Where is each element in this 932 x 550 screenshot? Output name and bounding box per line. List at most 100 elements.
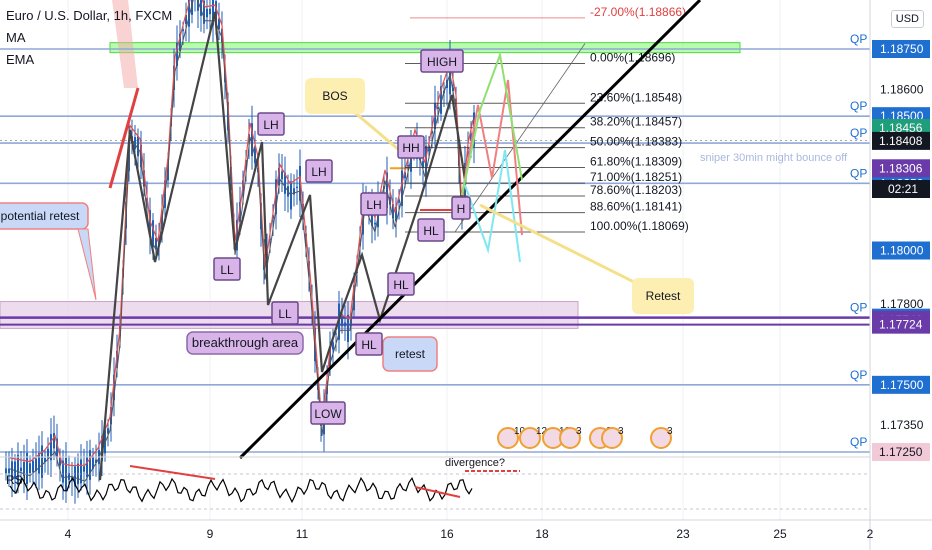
candle-48 xyxy=(47,437,49,475)
candle-body xyxy=(203,0,205,24)
candle-291 xyxy=(290,173,292,219)
event-count: 3 xyxy=(576,426,582,437)
qp-label-3: QP xyxy=(850,166,867,180)
ema-legend[interactable]: EMA xyxy=(6,52,35,67)
candle-body xyxy=(296,186,298,188)
projection-cyan xyxy=(464,149,521,263)
candle-body xyxy=(5,468,7,474)
structure-label-box xyxy=(305,159,333,183)
candle-body xyxy=(332,342,334,350)
candle-body xyxy=(440,86,442,114)
candle-30 xyxy=(29,455,31,483)
structure-label-8: HL xyxy=(417,218,445,242)
candles xyxy=(5,0,475,504)
candle-45 xyxy=(44,449,46,473)
structure-zigzag xyxy=(98,11,467,481)
retest-callout-box xyxy=(632,278,694,314)
candle-393 xyxy=(392,189,394,230)
candle-body xyxy=(53,433,55,449)
tick-box-4 xyxy=(872,241,930,260)
structure-label-text: LL xyxy=(278,307,292,321)
candle-body xyxy=(107,428,109,434)
price-marker-2: 02:21 xyxy=(888,182,918,196)
candle-body xyxy=(236,219,238,251)
candle-body xyxy=(200,0,202,16)
y-tick-7: 1.17500 xyxy=(880,378,924,392)
candle-body xyxy=(92,457,94,469)
event-5: 3 xyxy=(601,426,624,449)
structure-label-box xyxy=(387,272,415,296)
x-tick-5: 23 xyxy=(676,527,690,541)
event-flag-icon xyxy=(601,427,623,449)
candle-body xyxy=(335,333,337,335)
retest-callout-text: Retest xyxy=(646,289,681,303)
economic-events: 1012103233 xyxy=(497,426,673,449)
x-tick-7: 2 xyxy=(867,527,874,541)
candle-body xyxy=(269,238,271,240)
fib-label-3: 38.20%(1.18457) xyxy=(590,115,682,129)
fib-label-6: 71.00%(1.18251) xyxy=(590,170,682,184)
bos-callout: BOS xyxy=(305,78,365,114)
candle-body xyxy=(428,145,430,152)
event-6: 3 xyxy=(650,426,673,449)
red-ray-shade xyxy=(112,0,138,88)
retest-mid-callout-text: retest xyxy=(395,347,426,361)
currency-button[interactable]: USD xyxy=(890,10,924,28)
qp-label-0: QP xyxy=(850,32,867,46)
candle-body xyxy=(149,210,151,238)
structure-label-text: HH xyxy=(402,141,419,155)
candle-84 xyxy=(83,448,85,487)
price-marker-0: 1.18456 xyxy=(879,121,923,135)
fib-label-1: 0.00%(1.18696) xyxy=(590,51,675,65)
event-1: 12 xyxy=(519,426,548,449)
candle-body xyxy=(218,18,220,30)
price-marker-box-1 xyxy=(872,131,930,150)
price-marker-box-2 xyxy=(872,180,930,198)
candle-237 xyxy=(236,202,238,268)
candle-390 xyxy=(389,179,391,216)
ma-legend[interactable]: MA xyxy=(6,30,26,45)
x-tick-1: 9 xyxy=(207,527,214,541)
bos-callout-box xyxy=(305,78,365,114)
candle-body xyxy=(8,468,10,474)
candle-90 xyxy=(89,439,91,495)
candle-body xyxy=(347,314,349,342)
candle-177 xyxy=(176,25,178,81)
y-tick-8: 1.17350 xyxy=(880,418,924,432)
candle-body xyxy=(56,438,58,457)
structure-label-text: HL xyxy=(393,278,409,292)
candle-435 xyxy=(434,85,436,147)
candle-207 xyxy=(206,0,208,30)
candle-body xyxy=(62,460,64,483)
candle-body xyxy=(17,454,19,485)
price-marker-box-5 xyxy=(872,315,930,334)
candle-75 xyxy=(74,456,76,504)
candle-body xyxy=(26,452,28,485)
candle-body xyxy=(398,199,400,203)
candle-222 xyxy=(221,11,223,59)
event-flag-icon xyxy=(559,427,581,449)
candle-body xyxy=(329,348,331,368)
candle-438 xyxy=(437,91,439,124)
x-tick-2: 11 xyxy=(296,527,309,541)
candle-body xyxy=(80,459,82,484)
structure-label-2: LH xyxy=(305,159,333,183)
price-marker-box-3 xyxy=(872,159,930,178)
moving-averages xyxy=(9,0,474,482)
structure-label-box xyxy=(257,112,285,136)
projection-green xyxy=(461,51,523,196)
candle-204 xyxy=(203,0,205,34)
candle-156 xyxy=(155,224,157,259)
x-tick-4: 18 xyxy=(535,527,549,541)
candle-body xyxy=(152,220,154,248)
candle-297 xyxy=(296,169,298,205)
event-count: 12 xyxy=(536,426,548,437)
x-tick-6: 25 xyxy=(773,527,787,541)
fib-label-8: 88.60%(1.18141) xyxy=(590,200,682,214)
candle-body xyxy=(422,161,424,168)
structure-label-4: LL xyxy=(271,301,299,325)
structure-label-7: HL xyxy=(387,272,415,296)
sniper-note: sniper 30min might bounce off xyxy=(700,152,848,164)
candle-body xyxy=(182,29,184,32)
